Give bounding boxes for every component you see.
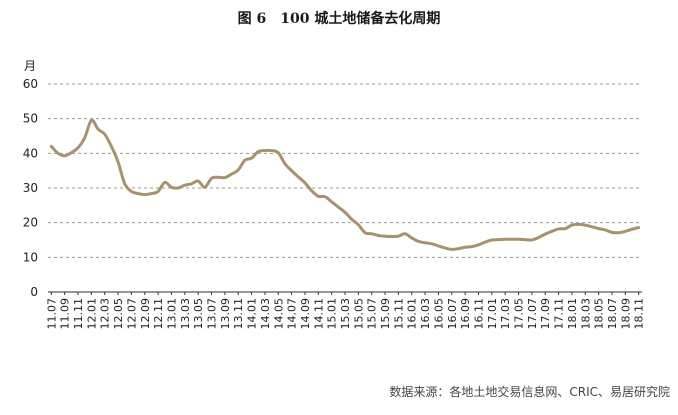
x-tick-label: 13.07: [206, 298, 219, 330]
x-tick-label: 14.11: [312, 298, 325, 330]
x-tick-label: 18.05: [593, 298, 606, 330]
x-tick-label: 14.09: [299, 298, 312, 330]
x-tick-label: 14.07: [286, 298, 299, 330]
x-tick-label: 17.01: [486, 298, 499, 330]
x-tick-label: 18.03: [579, 298, 592, 330]
x-tick-label: 16.11: [472, 298, 485, 330]
x-tick-label: 18.01: [566, 298, 579, 330]
y-tick-label: 0: [30, 285, 38, 299]
x-tick-label: 11.11: [72, 298, 85, 330]
y-tick-label: 10: [23, 250, 38, 264]
gridlines: [48, 83, 642, 258]
x-axis-ticks: 11.07 11.09 11.11 12.01 12.03 12.05 12.07 12.09…: [45, 292, 646, 330]
series-line: [49, 118, 641, 251]
x-tick-label: 15.11: [392, 298, 405, 330]
x-tick-label: 12.07: [125, 298, 138, 330]
y-tick-label: 20: [23, 216, 38, 230]
x-tick-label: 15.09: [379, 298, 392, 330]
y-tick-label: 50: [23, 112, 38, 126]
x-tick-label: 18.07: [606, 298, 619, 330]
x-tick-label: 17.03: [499, 298, 512, 330]
series-layer: [49, 118, 641, 251]
x-tick-label: 14.05: [272, 298, 285, 330]
x-tick-label: 16.09: [459, 298, 472, 330]
x-tick-label: 14.01: [246, 298, 259, 330]
y-tick-label: 30: [23, 181, 38, 195]
x-tick-label: 17.05: [513, 298, 526, 330]
x-tick-label: 13.05: [192, 298, 205, 330]
x-tick-label: 16.07: [446, 298, 459, 330]
x-tick-label: 13.09: [219, 298, 232, 330]
y-axis-ticks: 0 10 20 30 40 50 60: [23, 77, 38, 299]
x-tick-label: 17.09: [539, 298, 552, 330]
x-tick-label: 15.01: [326, 298, 339, 330]
x-tick-label: 12.11: [152, 298, 165, 330]
x-tick-label: 16.03: [419, 298, 432, 330]
y-tick-label: 60: [23, 77, 38, 91]
x-tick-label: 12.01: [85, 298, 98, 330]
source-note: 数据来源：各地土地交易信息网、CRIC、易居研究院: [389, 384, 670, 399]
x-tick-label: 15.07: [366, 298, 379, 330]
x-tick-label: 14.03: [259, 298, 272, 330]
x-tick-label: 18.09: [619, 298, 632, 330]
x-tick-label: 12.05: [112, 298, 125, 330]
x-tick-label: 13.11: [232, 298, 245, 330]
x-tick-label: 15.03: [339, 298, 352, 330]
x-tick-label: 16.01: [406, 298, 419, 330]
x-tick-label: 11.09: [59, 298, 72, 330]
x-tick-label: 11.07: [45, 298, 58, 330]
x-tick-label: 13.03: [179, 298, 192, 330]
chart-title: 图 6 100 城土地储备去化周期: [238, 10, 441, 27]
x-tick-label: 16.05: [432, 298, 445, 330]
x-tick-label: 17.11: [553, 298, 566, 330]
x-tick-label: 13.01: [165, 298, 178, 330]
x-tick-label: 18.11: [633, 298, 646, 330]
x-tick-label: 12.03: [99, 298, 112, 330]
x-tick-label: 17.07: [526, 298, 539, 330]
y-axis-unit-label: 月: [24, 59, 36, 73]
x-tick-label: 15.05: [352, 298, 365, 330]
x-tick-label: 12.09: [139, 298, 152, 330]
y-tick-label: 40: [23, 146, 38, 160]
